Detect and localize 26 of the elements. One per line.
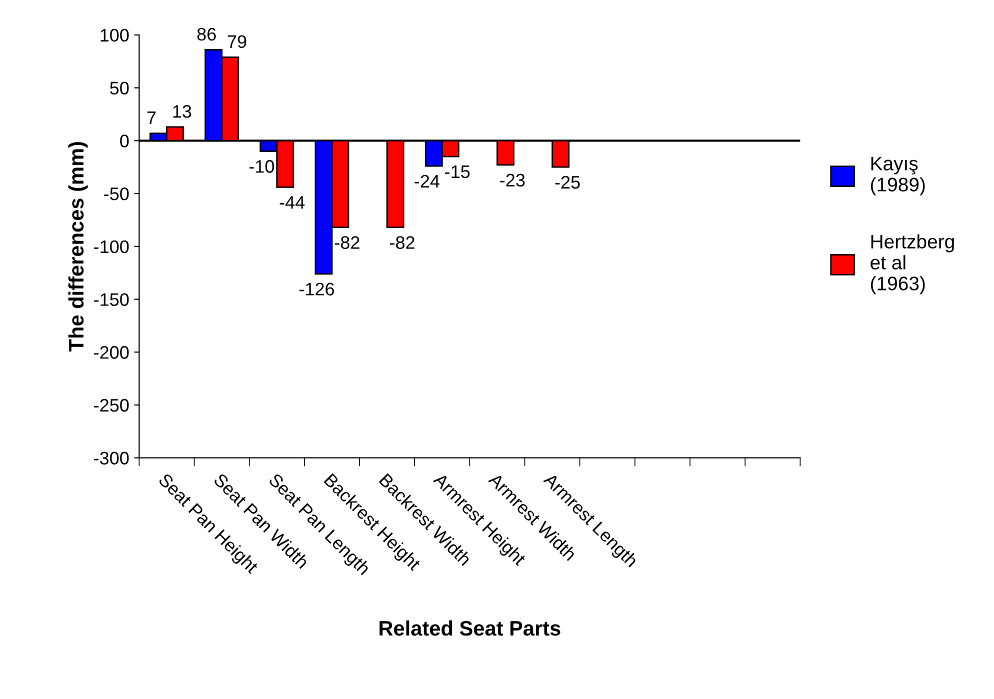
y-tick-label: -100 xyxy=(94,240,129,254)
data-label: 79 xyxy=(228,35,246,48)
data-label: -82 xyxy=(334,236,360,249)
y-tick-label: 100 xyxy=(100,28,129,42)
data-label: -82 xyxy=(390,236,414,249)
y-tick-label: -250 xyxy=(94,398,129,412)
data-label: -23 xyxy=(500,174,525,187)
data-label: 13 xyxy=(173,105,192,118)
legend-label: Hertzberg et al (1963) xyxy=(870,234,954,294)
data-label: -25 xyxy=(555,176,580,189)
x-axis-title: Related Seat Parts xyxy=(380,620,560,636)
y-tick-label: -200 xyxy=(94,346,129,359)
data-label: -44 xyxy=(280,196,305,209)
y-tick-label: -150 xyxy=(94,293,129,306)
data-label: 7 xyxy=(147,112,156,124)
y-tick-label: -300 xyxy=(94,452,129,465)
legend-label: Kayış (1989) xyxy=(870,156,925,196)
data-label: -10 xyxy=(249,160,274,173)
data-label: -15 xyxy=(445,166,470,178)
data-label: -126 xyxy=(299,282,334,296)
data-label: -24 xyxy=(414,174,440,188)
data-label: 86 xyxy=(197,28,216,41)
y-tick-label: -50 xyxy=(104,187,129,200)
y-tick-label: 50 xyxy=(110,82,129,95)
y-tick-label: 0 xyxy=(120,134,129,148)
y-axis-title: The differences (mm) xyxy=(68,142,88,352)
